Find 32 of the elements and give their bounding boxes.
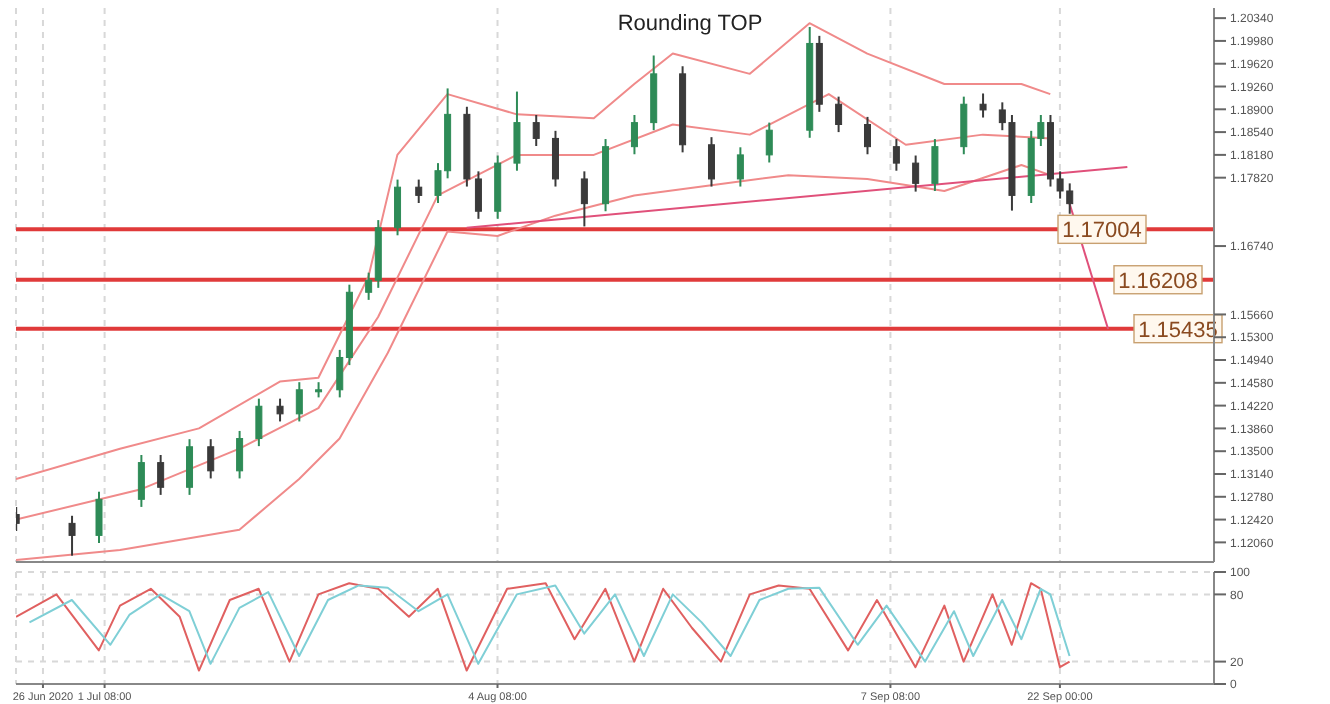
candlestick: [415, 178, 423, 205]
candlestick: [551, 129, 559, 188]
candlestick: [736, 146, 744, 188]
candlestick: [513, 90, 521, 172]
candlestick: [979, 92, 987, 119]
candlestick: [276, 397, 284, 423]
candlestick: [892, 138, 900, 172]
candlestick: [707, 136, 715, 188]
candlestick: [295, 381, 303, 423]
candlestick: [912, 154, 920, 193]
candlestick: [255, 397, 263, 448]
candlestick: [137, 454, 145, 508]
candlestick: [532, 114, 540, 148]
candlestick: [186, 438, 194, 496]
candlestick: [68, 514, 76, 557]
candlestick: [474, 170, 482, 220]
line-series: [16, 93, 1052, 521]
candlestick: [394, 178, 402, 237]
candlestick: [95, 490, 103, 545]
candlestick: [580, 170, 588, 228]
candlestick: [157, 454, 165, 496]
candlestick: [960, 95, 968, 156]
chart-title: Rounding TOP: [617, 12, 763, 36]
candlestick: [207, 438, 215, 480]
candlestick: [630, 114, 638, 156]
candlestick: [864, 115, 871, 156]
candlestick: [835, 95, 843, 134]
ref-line-label: 1.17004: [1062, 219, 1142, 244]
ref-line-label: 1.16208: [1118, 269, 1198, 294]
candlestick: [236, 429, 244, 480]
candlestick: [931, 138, 939, 192]
candlestick: [765, 121, 773, 164]
